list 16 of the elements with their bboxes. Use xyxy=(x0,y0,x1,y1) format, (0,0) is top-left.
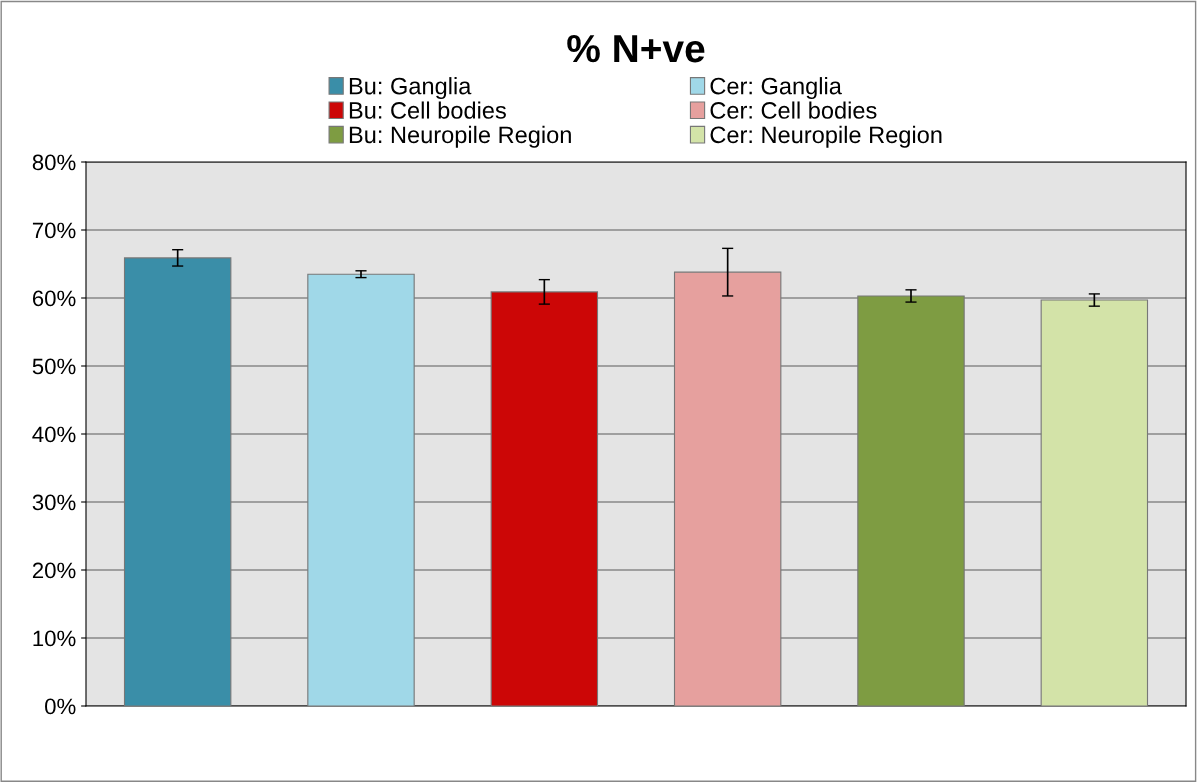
y-tick-label: 10% xyxy=(33,630,76,647)
y-tick-label: 40% xyxy=(32,426,76,443)
legend-label: Bu: Cell bodies xyxy=(349,101,506,119)
legend-label: Cer: Cell bodies xyxy=(710,101,877,119)
y-tick-label: 80% xyxy=(32,154,76,171)
legend-label: Bu: Ganglia xyxy=(349,77,472,100)
legend-label: Bu: Neuropile Region xyxy=(349,125,571,148)
y-tick-label: 70% xyxy=(32,222,76,239)
y-tick-label: 20% xyxy=(32,562,76,579)
chart-title: % N+ve xyxy=(567,34,705,63)
y-tick-label: 30% xyxy=(32,494,76,511)
legend-label: Cer: Ganglia xyxy=(710,77,842,100)
y-tick-label: 0% xyxy=(45,698,76,715)
y-tick-label: 50% xyxy=(32,358,76,375)
y-tick-label: 60% xyxy=(32,290,76,307)
legend-label: Cer: Neuropile Region xyxy=(710,125,942,148)
